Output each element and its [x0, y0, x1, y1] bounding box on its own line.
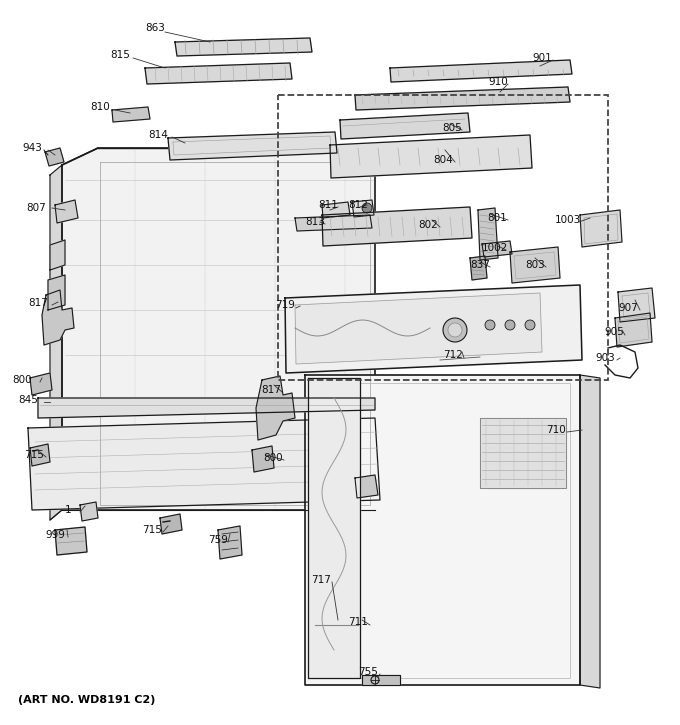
Polygon shape — [62, 148, 375, 510]
Polygon shape — [50, 240, 65, 270]
Text: 715: 715 — [24, 450, 44, 460]
Circle shape — [525, 320, 535, 330]
Text: 863: 863 — [145, 23, 165, 33]
Polygon shape — [390, 60, 572, 82]
Text: 943: 943 — [22, 143, 42, 153]
Text: 910: 910 — [488, 77, 508, 87]
Polygon shape — [330, 135, 532, 178]
Polygon shape — [478, 208, 498, 260]
Polygon shape — [362, 675, 400, 685]
Polygon shape — [55, 200, 78, 223]
Text: 759: 759 — [208, 535, 228, 545]
Text: 800: 800 — [12, 375, 32, 385]
Polygon shape — [48, 275, 65, 310]
Polygon shape — [30, 444, 50, 466]
Polygon shape — [295, 293, 542, 364]
Polygon shape — [28, 418, 380, 510]
Text: 1003: 1003 — [555, 215, 581, 225]
Text: 817: 817 — [261, 385, 281, 395]
Polygon shape — [55, 527, 87, 555]
Text: 907: 907 — [618, 303, 638, 313]
Polygon shape — [308, 378, 360, 678]
Polygon shape — [322, 202, 350, 218]
Text: 999: 999 — [45, 530, 65, 540]
Circle shape — [505, 320, 515, 330]
Polygon shape — [580, 210, 622, 247]
Polygon shape — [580, 375, 600, 688]
Polygon shape — [482, 241, 512, 257]
Text: 801: 801 — [487, 213, 507, 223]
Polygon shape — [352, 200, 374, 217]
Polygon shape — [42, 290, 74, 345]
Text: 817: 817 — [28, 298, 48, 308]
Polygon shape — [252, 446, 274, 472]
Polygon shape — [80, 502, 98, 521]
Polygon shape — [30, 373, 52, 395]
Polygon shape — [168, 132, 337, 160]
Text: 815: 815 — [110, 50, 130, 60]
Text: 712: 712 — [443, 350, 463, 360]
Polygon shape — [175, 38, 312, 56]
Circle shape — [448, 323, 462, 337]
Text: 811: 811 — [318, 200, 338, 210]
Text: 814: 814 — [148, 130, 168, 140]
Polygon shape — [618, 288, 655, 322]
Polygon shape — [45, 148, 64, 166]
Polygon shape — [355, 87, 570, 110]
Polygon shape — [322, 207, 472, 246]
Text: 800: 800 — [263, 453, 283, 463]
Text: 837: 837 — [470, 260, 490, 270]
Text: 810: 810 — [90, 102, 110, 112]
Polygon shape — [112, 107, 150, 122]
Polygon shape — [160, 514, 182, 534]
Text: 803: 803 — [525, 260, 545, 270]
Text: 711: 711 — [348, 617, 368, 627]
Text: 719: 719 — [275, 300, 295, 310]
Polygon shape — [256, 376, 295, 440]
Text: 805: 805 — [442, 123, 462, 133]
Polygon shape — [470, 256, 487, 280]
Text: 845: 845 — [18, 395, 38, 405]
Polygon shape — [218, 526, 242, 559]
Text: 903: 903 — [595, 353, 615, 363]
Circle shape — [443, 318, 467, 342]
Bar — [278, 95, 608, 380]
Text: 710: 710 — [546, 425, 566, 435]
Text: 813: 813 — [305, 217, 325, 227]
Text: 717: 717 — [311, 575, 331, 585]
Text: (ART NO. WD8191 C2): (ART NO. WD8191 C2) — [18, 695, 155, 705]
Polygon shape — [615, 313, 652, 347]
Text: 807: 807 — [26, 203, 46, 213]
Text: 901: 901 — [532, 53, 552, 63]
Text: 1: 1 — [65, 505, 71, 515]
Polygon shape — [480, 418, 566, 488]
Text: 804: 804 — [433, 155, 453, 165]
Polygon shape — [510, 247, 560, 283]
Text: 802: 802 — [418, 220, 438, 230]
Polygon shape — [340, 113, 470, 139]
Text: 715: 715 — [142, 525, 162, 535]
Text: 905: 905 — [604, 327, 624, 337]
Polygon shape — [145, 63, 292, 84]
Circle shape — [485, 320, 495, 330]
Text: 1002: 1002 — [482, 243, 508, 253]
Polygon shape — [38, 398, 375, 418]
Polygon shape — [295, 215, 372, 231]
Text: 812: 812 — [348, 200, 368, 210]
Polygon shape — [50, 165, 62, 520]
Polygon shape — [355, 475, 378, 498]
Text: 755: 755 — [358, 667, 378, 677]
Polygon shape — [305, 375, 580, 685]
Polygon shape — [285, 285, 582, 373]
Circle shape — [362, 203, 372, 213]
